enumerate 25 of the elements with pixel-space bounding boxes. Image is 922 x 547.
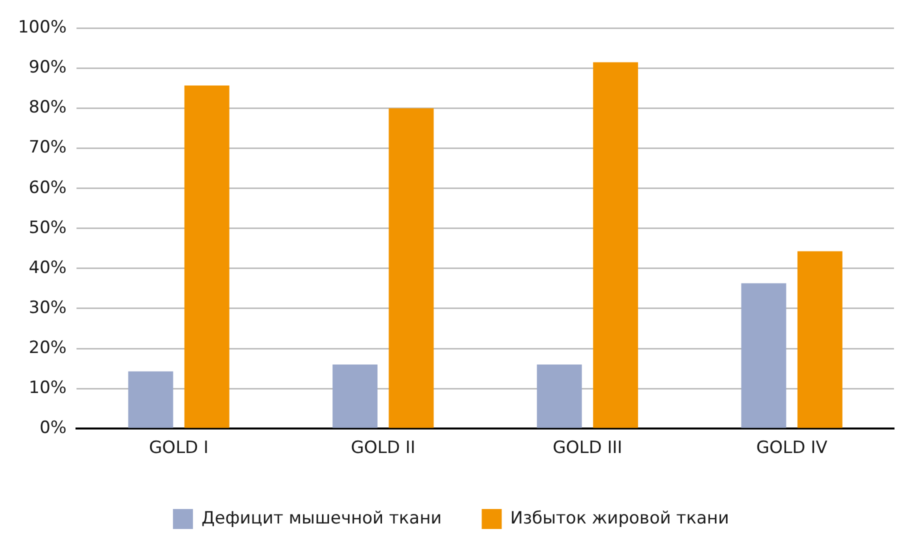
y-tick-label: 80% <box>28 98 67 118</box>
x-tick-label: GOLD IV <box>756 438 828 458</box>
bar <box>332 364 378 428</box>
x-tick-label: GOLD II <box>350 438 416 458</box>
y-tick-label: 70% <box>28 138 67 158</box>
y-tick-label: 20% <box>28 338 67 358</box>
y-tick-label: 100% <box>18 18 67 38</box>
bar <box>741 283 786 428</box>
y-tick-label: 10% <box>28 378 67 398</box>
bar <box>388 108 434 428</box>
bar <box>184 85 230 428</box>
bar <box>536 364 582 428</box>
legend-label: Дефицит мышечной ткани <box>201 508 442 528</box>
x-tick-label: GOLD I <box>149 438 209 458</box>
y-tick-label: 90% <box>28 58 67 78</box>
y-tick-label: 30% <box>28 298 67 318</box>
y-tick-label: 50% <box>28 218 67 238</box>
y-tick-label: 0% <box>40 418 67 438</box>
x-tick-label: GOLD III <box>552 438 622 458</box>
legend-label: Избыток жировой ткани <box>510 508 730 528</box>
bar <box>593 62 638 428</box>
bar <box>128 371 174 428</box>
bar <box>797 251 842 428</box>
y-tick-label: 40% <box>28 258 67 278</box>
y-tick-label: 60% <box>28 178 67 198</box>
